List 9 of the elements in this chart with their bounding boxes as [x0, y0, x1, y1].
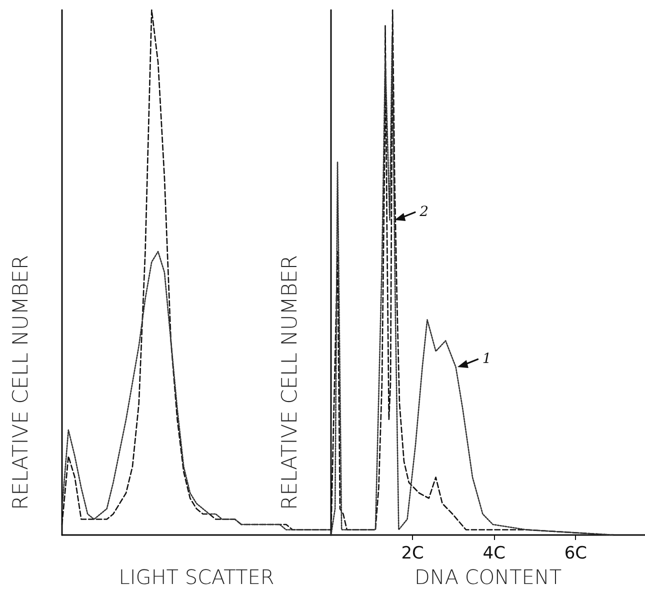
- y-axis-title: RELATIVE CELL NUMBER: [278, 255, 302, 510]
- annotation: 1: [482, 351, 492, 367]
- annotation: 2: [418, 204, 429, 220]
- y-axis-title: RELATIVE CELL NUMBER: [8, 255, 32, 510]
- x-tick-label: 4C: [482, 544, 506, 564]
- x-tick-label: 2C: [401, 544, 424, 564]
- x-axis-title: LIGHT SCATTER: [118, 565, 274, 589]
- x-axis-title: DNA CONTENT: [414, 565, 562, 589]
- x-tick-label: 6C: [564, 544, 588, 564]
